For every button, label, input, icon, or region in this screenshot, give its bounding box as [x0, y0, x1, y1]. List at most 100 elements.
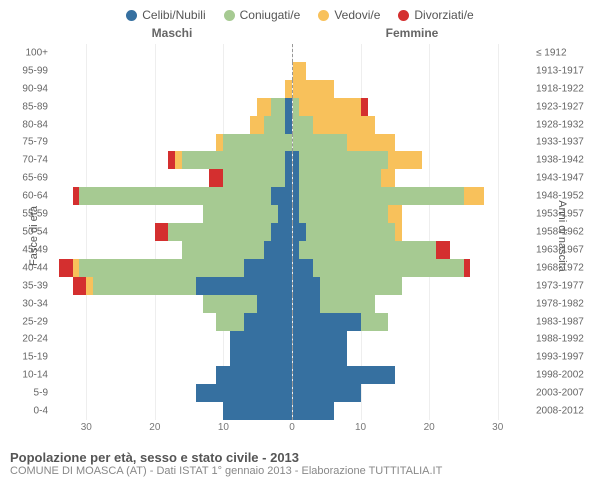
birth-year-label: 1953-1957 — [536, 209, 598, 220]
bar-segment — [293, 151, 300, 169]
age-label: 25-29 — [4, 316, 48, 327]
male-bar — [52, 134, 293, 152]
x-tick: 20 — [424, 422, 435, 433]
legend-label: Divorziati/e — [414, 8, 473, 22]
bar-segment — [73, 187, 80, 205]
male-bar — [52, 384, 293, 402]
bar-segment — [264, 116, 285, 134]
female-bar — [293, 313, 533, 331]
male-bar — [52, 331, 293, 349]
bar-segment — [257, 295, 291, 313]
bar-segment — [293, 295, 320, 313]
bar-segment — [293, 348, 348, 366]
bar-segment — [313, 116, 375, 134]
male-bar — [52, 313, 293, 331]
chart-subtitle: COMUNE DI MOASCA (AT) - Dati ISTAT 1° ge… — [10, 465, 590, 477]
bar-segment — [182, 241, 264, 259]
female-bar — [293, 116, 533, 134]
legend-swatch — [318, 10, 329, 21]
female-bar — [293, 62, 533, 80]
bar-segment — [244, 259, 292, 277]
bar-segment — [223, 134, 291, 152]
bar-segment — [293, 313, 361, 331]
female-bar — [293, 259, 533, 277]
age-label: 100+ — [4, 47, 48, 58]
birth-year-label: 1918-1922 — [536, 83, 598, 94]
bar-segment — [168, 223, 271, 241]
age-label: 90-94 — [4, 83, 48, 94]
female-bar — [293, 241, 533, 259]
bar-segment — [59, 259, 73, 277]
male-bar — [52, 205, 293, 223]
age-label: 50-54 — [4, 227, 48, 238]
male-header: Maschi — [52, 26, 292, 40]
bar-segment — [388, 151, 422, 169]
bar-segment — [361, 313, 388, 331]
bar-segment — [320, 295, 375, 313]
age-label: 75-79 — [4, 137, 48, 148]
age-label: 80-84 — [4, 119, 48, 130]
age-label: 40-44 — [4, 262, 48, 273]
legend-label: Coniugati/e — [240, 8, 301, 22]
bar-segment — [73, 277, 87, 295]
age-row: 50-541958-1962 — [52, 223, 532, 241]
bar-segment — [196, 277, 292, 295]
chart-rows: 100+≤ 191295-991913-191790-941918-192285… — [52, 44, 532, 420]
bar-segment — [464, 187, 485, 205]
bar-segment — [306, 223, 395, 241]
bar-segment — [223, 169, 285, 187]
age-label: 10-14 — [4, 370, 48, 381]
bar-segment — [73, 259, 80, 277]
bar-segment — [79, 259, 243, 277]
age-row: 60-641948-1952 — [52, 187, 532, 205]
birth-year-label: 1938-1942 — [536, 155, 598, 166]
bar-segment — [293, 402, 334, 420]
legend-label: Vedovi/e — [334, 8, 380, 22]
female-bar — [293, 223, 533, 241]
legend-item: Celibi/Nubili — [126, 8, 205, 22]
legend-item: Vedovi/e — [318, 8, 380, 22]
bar-segment — [293, 331, 348, 349]
x-tick: 10 — [355, 422, 366, 433]
age-row: 85-891923-1927 — [52, 98, 532, 116]
age-row: 45-491963-1967 — [52, 241, 532, 259]
bar-segment — [320, 277, 402, 295]
birth-year-label: 1933-1937 — [536, 137, 598, 148]
male-bar — [52, 169, 293, 187]
age-label: 55-59 — [4, 209, 48, 220]
birth-year-label: 1913-1917 — [536, 65, 598, 76]
x-tick: 30 — [492, 422, 503, 433]
bar-segment — [285, 169, 292, 187]
birth-year-label: 2008-2012 — [536, 406, 598, 417]
age-row: 65-691943-1947 — [52, 169, 532, 187]
bar-segment — [168, 151, 175, 169]
bar-segment — [175, 151, 182, 169]
bar-segment — [257, 98, 271, 116]
bar-segment — [293, 116, 314, 134]
bar-segment — [293, 223, 307, 241]
age-row: 30-341978-1982 — [52, 295, 532, 313]
age-label: 60-64 — [4, 191, 48, 202]
x-tick: 30 — [81, 422, 92, 433]
male-bar — [52, 116, 293, 134]
female-bar — [293, 187, 533, 205]
chart-title: Popolazione per età, sesso e stato civil… — [10, 450, 590, 465]
bar-segment — [293, 205, 300, 223]
male-bar — [52, 277, 293, 295]
female-bar — [293, 205, 533, 223]
age-row: 100+≤ 1912 — [52, 44, 532, 62]
bar-segment — [155, 223, 169, 241]
bar-segment — [299, 151, 388, 169]
male-bar — [52, 187, 293, 205]
age-row: 35-391973-1977 — [52, 277, 532, 295]
age-row: 70-741938-1942 — [52, 151, 532, 169]
age-label: 95-99 — [4, 65, 48, 76]
bar-segment — [223, 402, 291, 420]
chart-footer: Popolazione per età, sesso e stato civil… — [0, 446, 600, 477]
male-bar — [52, 259, 293, 277]
bar-segment — [264, 241, 291, 259]
bar-segment — [79, 187, 271, 205]
bar-segment — [93, 277, 196, 295]
legend-swatch — [126, 10, 137, 21]
age-row: 25-291983-1987 — [52, 313, 532, 331]
